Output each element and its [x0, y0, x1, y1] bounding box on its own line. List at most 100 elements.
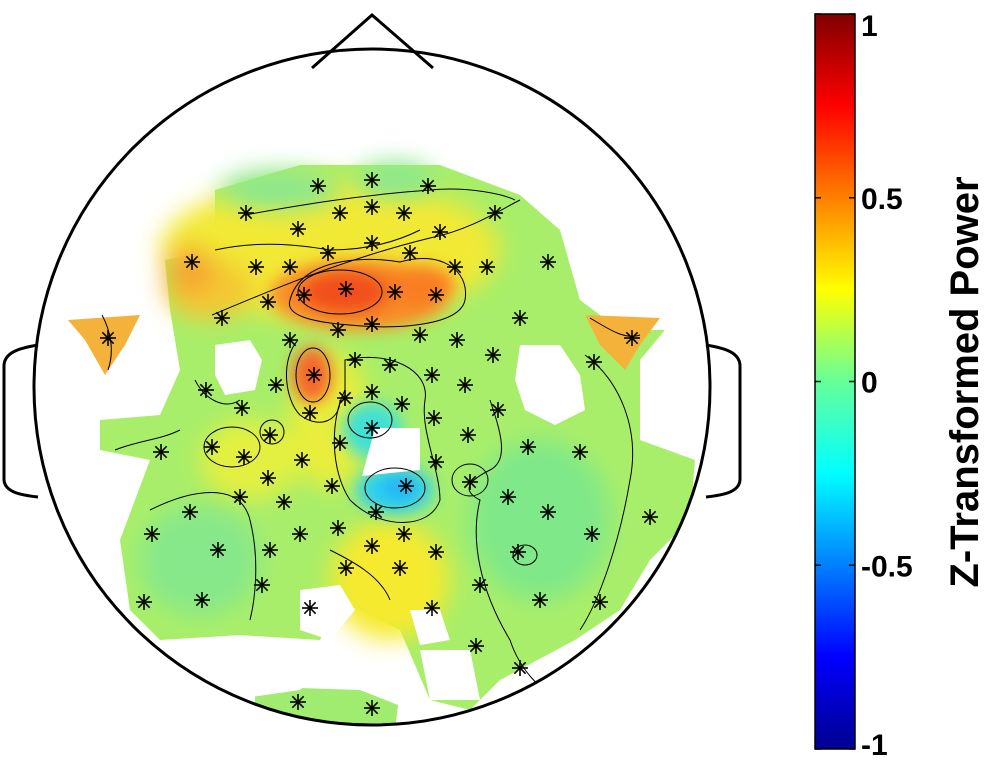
electrode-asterisk: [182, 504, 198, 520]
colorbar-tick-label: -1: [861, 729, 888, 762]
electrode-asterisk: [248, 259, 264, 275]
electrode-asterisk: [198, 382, 214, 398]
electrode-asterisk: [290, 694, 306, 710]
map-bottom-patch: [255, 688, 398, 725]
electrode-asterisk: [364, 199, 380, 215]
electrode-asterisk: [396, 526, 412, 542]
electrode-asterisk: [282, 332, 298, 348]
electrode-asterisk: [428, 287, 444, 303]
electrode-asterisk: [337, 390, 353, 406]
colorbar-tick-label: 1: [861, 10, 878, 43]
electrode-asterisk: [262, 427, 278, 443]
electrode-asterisk: [194, 592, 210, 608]
electrode-asterisk: [364, 420, 380, 436]
electrode-asterisk: [347, 352, 363, 368]
electrode-asterisk: [540, 504, 556, 520]
electrode-asterisk: [236, 449, 252, 465]
map-left-temporal-patch: [68, 315, 140, 375]
colorbar-tick-label: 0.5: [861, 183, 903, 216]
electrode-asterisk: [512, 660, 528, 676]
left-ear-outline: [2, 343, 39, 499]
electrode-asterisk: [310, 178, 326, 194]
electrode-asterisk: [234, 400, 250, 416]
electrode-asterisk: [144, 526, 160, 542]
right-ear-outline: [705, 343, 742, 499]
electrode-asterisk: [324, 478, 340, 494]
electrode-asterisk: [512, 310, 528, 326]
electrode-asterisk: [364, 235, 380, 251]
electrode-asterisk: [332, 205, 348, 221]
electrode-asterisk: [260, 470, 276, 486]
electrode-asterisk: [302, 600, 318, 616]
colorbar-title: Z-Transformed Power: [943, 176, 987, 587]
electrode-asterisk: [136, 594, 152, 610]
electrode-asterisk: [320, 245, 336, 261]
electrode-asterisk: [479, 259, 495, 275]
electrode-asterisk: [382, 357, 398, 373]
electrode-asterisk: [520, 439, 536, 455]
electrode-asterisk: [462, 474, 478, 490]
electrode-asterisk: [424, 367, 440, 383]
electrode-asterisk: [306, 367, 322, 383]
electrode-asterisk: [214, 310, 230, 326]
head-outline: [32, 47, 712, 727]
electrode-asterisk: [432, 224, 448, 240]
electrode-asterisk: [262, 542, 278, 558]
electrode-asterisk: [572, 444, 588, 460]
electrode-asterisk: [532, 592, 548, 608]
electrode-asterisk: [330, 322, 346, 338]
electrode-asterisk: [330, 520, 346, 536]
electrode-asterisk: [500, 489, 516, 505]
electrode-asterisk: [153, 444, 169, 460]
electrode-asterisk: [302, 405, 318, 421]
electrode-asterisk: [428, 544, 444, 560]
map-right-temporal-patch: [585, 315, 660, 370]
electrode-asterisk: [387, 284, 403, 300]
electrode-asterisk: [210, 542, 226, 558]
electrode-asterisk: [468, 638, 484, 654]
electrode-asterisk: [584, 526, 600, 542]
electrode-asterisk: [364, 172, 380, 188]
electrode-asterisk: [338, 281, 354, 297]
electrode-asterisk: [490, 402, 506, 418]
electrode-asterisk: [364, 700, 380, 716]
electrode-asterisk: [398, 478, 414, 494]
electrode-asterisk: [338, 560, 354, 576]
electrode-asterisk: [420, 178, 436, 194]
electrode-asterisk: [260, 294, 276, 310]
colorbar-tick-label: 0: [861, 367, 878, 400]
electrode-asterisk: [204, 439, 220, 455]
colorbar-gradient: [814, 13, 856, 750]
electrode-asterisk: [428, 454, 444, 470]
electrode-asterisk: [238, 205, 254, 221]
contour-lines: [101, 188, 641, 701]
electrode-asterisk: [592, 594, 608, 610]
electrode-asterisk: [447, 259, 463, 275]
electrode-asterisk: [254, 577, 270, 593]
electrode-asterisk: [296, 287, 312, 303]
electrode-asterisk: [472, 577, 488, 593]
electrode-asterisk: [457, 377, 473, 393]
nose-outline: [311, 13, 434, 70]
masked-regions: [160, 340, 585, 700]
electrode-asterisk: [364, 316, 380, 332]
electrode-asterisk: [100, 330, 116, 346]
electrode-asterisk: [332, 435, 348, 451]
electrode-asterisk: [392, 560, 408, 576]
electrode-markers: [100, 172, 658, 716]
electrode-asterisk: [394, 396, 410, 412]
electrode-asterisk: [282, 259, 298, 275]
electrode-asterisk: [268, 377, 284, 393]
electrode-asterisk: [424, 600, 440, 616]
electrode-asterisk: [232, 489, 248, 505]
electrode-asterisk: [290, 221, 306, 237]
electrode-asterisk: [540, 254, 556, 270]
electrode-asterisk: [642, 509, 658, 525]
electrode-asterisk: [364, 384, 380, 400]
electrode-asterisk: [368, 504, 384, 520]
electrode-asterisk: [364, 538, 380, 554]
electrode-asterisk: [485, 347, 501, 363]
electrode-asterisk: [402, 245, 418, 261]
electrode-asterisk: [292, 526, 308, 542]
